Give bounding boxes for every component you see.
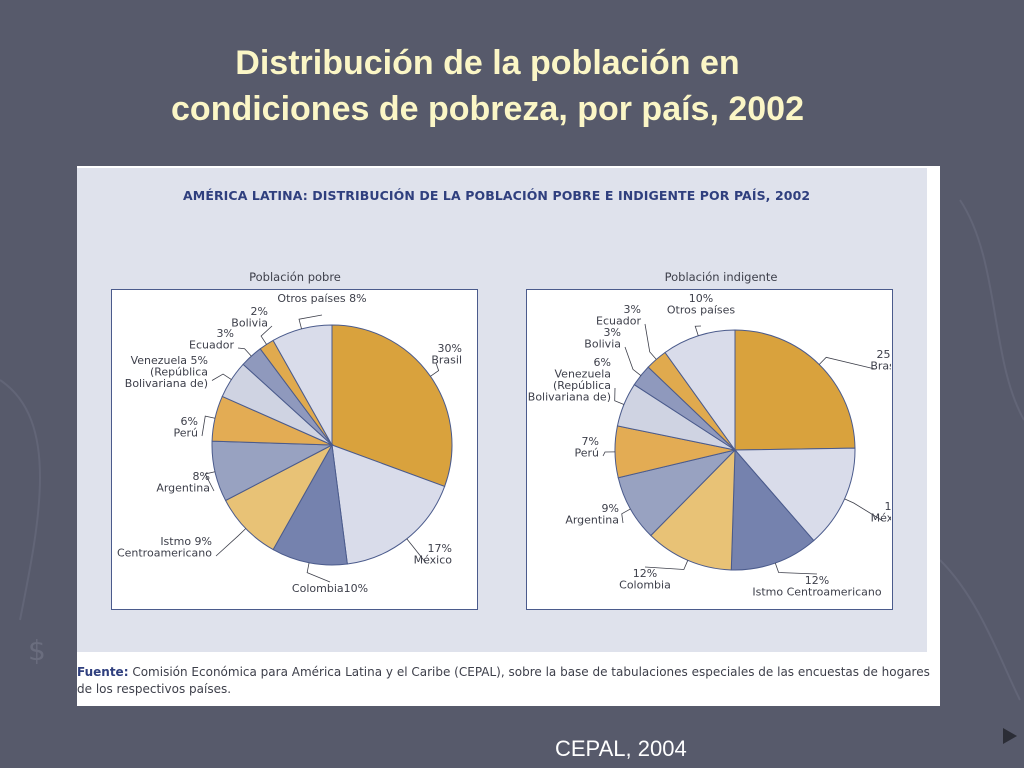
leader-line-istmo-centroamericano	[215, 528, 247, 557]
pie-chart-indigente: 25%Brasil 14%México 12%Istmo Centroamerica…	[528, 292, 891, 599]
figure-panel: AMÉRICA LATINA: DISTRIBUCIÓN DE LA POBLA…	[77, 166, 940, 706]
slice-label-colombia: Colombia10%	[292, 582, 368, 595]
source-text: Comisión Económica para América Latina y…	[77, 665, 930, 696]
pie-slice-colombia	[272, 443, 348, 566]
slide-credit: CEPAL, 2004	[555, 736, 687, 761]
leader-line-mexico	[406, 538, 427, 564]
leader-line-colombia	[306, 562, 331, 583]
slide-title-line-1: Distribución de la población en	[235, 44, 740, 82]
source-label: Fuente:	[77, 665, 129, 679]
leader-line-venezuela-republica-bolivariana-de	[211, 373, 232, 381]
slice-label-bolivia: 2% Bolivia	[231, 305, 268, 330]
slice-label-otros-paises: Otros países 8%	[277, 292, 366, 305]
slice-label-ecuador: 3% Ecuador	[189, 327, 234, 352]
slide-title-line-2: condiciones de pobreza, por país, 2002	[171, 90, 804, 128]
pie-slice-brasil	[734, 329, 856, 451]
pie-slice-colombia	[650, 448, 736, 571]
slice-label-colombia: 12% Colombia	[619, 567, 671, 592]
pie-slice-otros-paises	[272, 324, 333, 447]
slice-label-venezuela-republica-bolivariana-de: 6% Venezuela (República Bolivariana de)	[528, 356, 611, 404]
slice-label-istmo-centroamericano: Istmo 9% Centroamericano	[117, 535, 212, 560]
leader-line-otros-paises	[298, 314, 323, 330]
pie-slice-istmo-centroamericano	[730, 448, 815, 571]
slice-label-ecuador: 3% Ecuador	[596, 303, 641, 328]
pie-chart-pobre: 30% Brasil 17% México Colombia10% Istmo 9% Cen…	[117, 292, 462, 595]
slice-label-venezuela-republica-bolivariana-de: Venezuela 5% (República Bolivariana de)	[125, 354, 208, 390]
play-arrow-icon[interactable]	[1003, 728, 1017, 744]
slice-label-bolivia: 3% Bolivia	[584, 326, 621, 351]
slice-label-otros-paises: 10% Otros países	[667, 292, 735, 317]
leader-line-ecuador	[644, 323, 657, 360]
slice-label-brasil: 25%Brasil	[870, 348, 891, 373]
leader-line-otros-paises	[694, 325, 702, 336]
pie-slice-mexico	[733, 447, 856, 542]
slice-label-mexico: 17% México	[414, 542, 453, 567]
pie-frame-pobre: 30% Brasil 17% México Colombia10% Istmo 9% Cen…	[111, 289, 478, 610]
pie-title-indigente: Población indigente	[664, 270, 778, 284]
leader-line-peru	[201, 415, 216, 437]
leader-line-ecuador	[237, 347, 252, 357]
slice-label-peru: 7% Perú	[574, 435, 599, 460]
leader-line-argentina	[204, 471, 216, 492]
leader-line-peru	[602, 451, 616, 457]
figure-title: AMÉRICA LATINA: DISTRIBUCIÓN DE LA POBLA…	[183, 188, 811, 203]
pie-slice-otros-paises	[664, 329, 736, 452]
slice-label-mexico: 14%México	[871, 500, 891, 525]
pie-title-pobre: Población pobre	[249, 270, 341, 284]
pie-slice-mexico	[331, 444, 446, 565]
leader-line-brasil	[818, 356, 876, 370]
slice-label-brasil: 30% Brasil	[431, 342, 462, 367]
leader-line-bolivia	[624, 346, 642, 376]
leader-line-mexico	[844, 498, 884, 522]
figure-source: Fuente: Comisión Económica para América …	[77, 664, 937, 698]
leader-line-bolivia	[260, 325, 273, 345]
slide-title: Distribución de la población en condicio…	[0, 40, 975, 132]
leader-line-argentina	[621, 508, 631, 524]
leader-line-brasil	[430, 362, 440, 377]
pie-slice-brasil	[331, 324, 453, 488]
slice-label-istmo-centroamericano: 12% Istmo Centroamericano	[752, 574, 882, 599]
leader-line-istmo-centroamericano	[774, 562, 818, 575]
svg-text:$: $	[28, 634, 46, 667]
leader-line-venezuela-republica-bolivariana-de	[614, 387, 625, 405]
pie-frame-indigente: 25%Brasil 14%México 12%Istmo Centroamerica…	[526, 289, 893, 610]
slice-label-peru: 6% Perú	[173, 415, 198, 440]
leader-line-colombia	[644, 560, 689, 570]
slice-label-argentina: 9% Argentina	[565, 502, 619, 527]
slice-label-argentina: 8% Argentina	[156, 470, 210, 495]
